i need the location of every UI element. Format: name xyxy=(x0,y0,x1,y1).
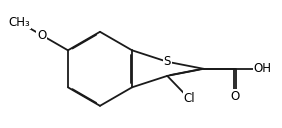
Text: O: O xyxy=(37,29,46,42)
Text: CH₃: CH₃ xyxy=(8,16,30,29)
Text: O: O xyxy=(230,90,240,103)
Text: OH: OH xyxy=(254,62,272,75)
Text: Cl: Cl xyxy=(183,92,195,105)
Text: S: S xyxy=(164,55,171,68)
